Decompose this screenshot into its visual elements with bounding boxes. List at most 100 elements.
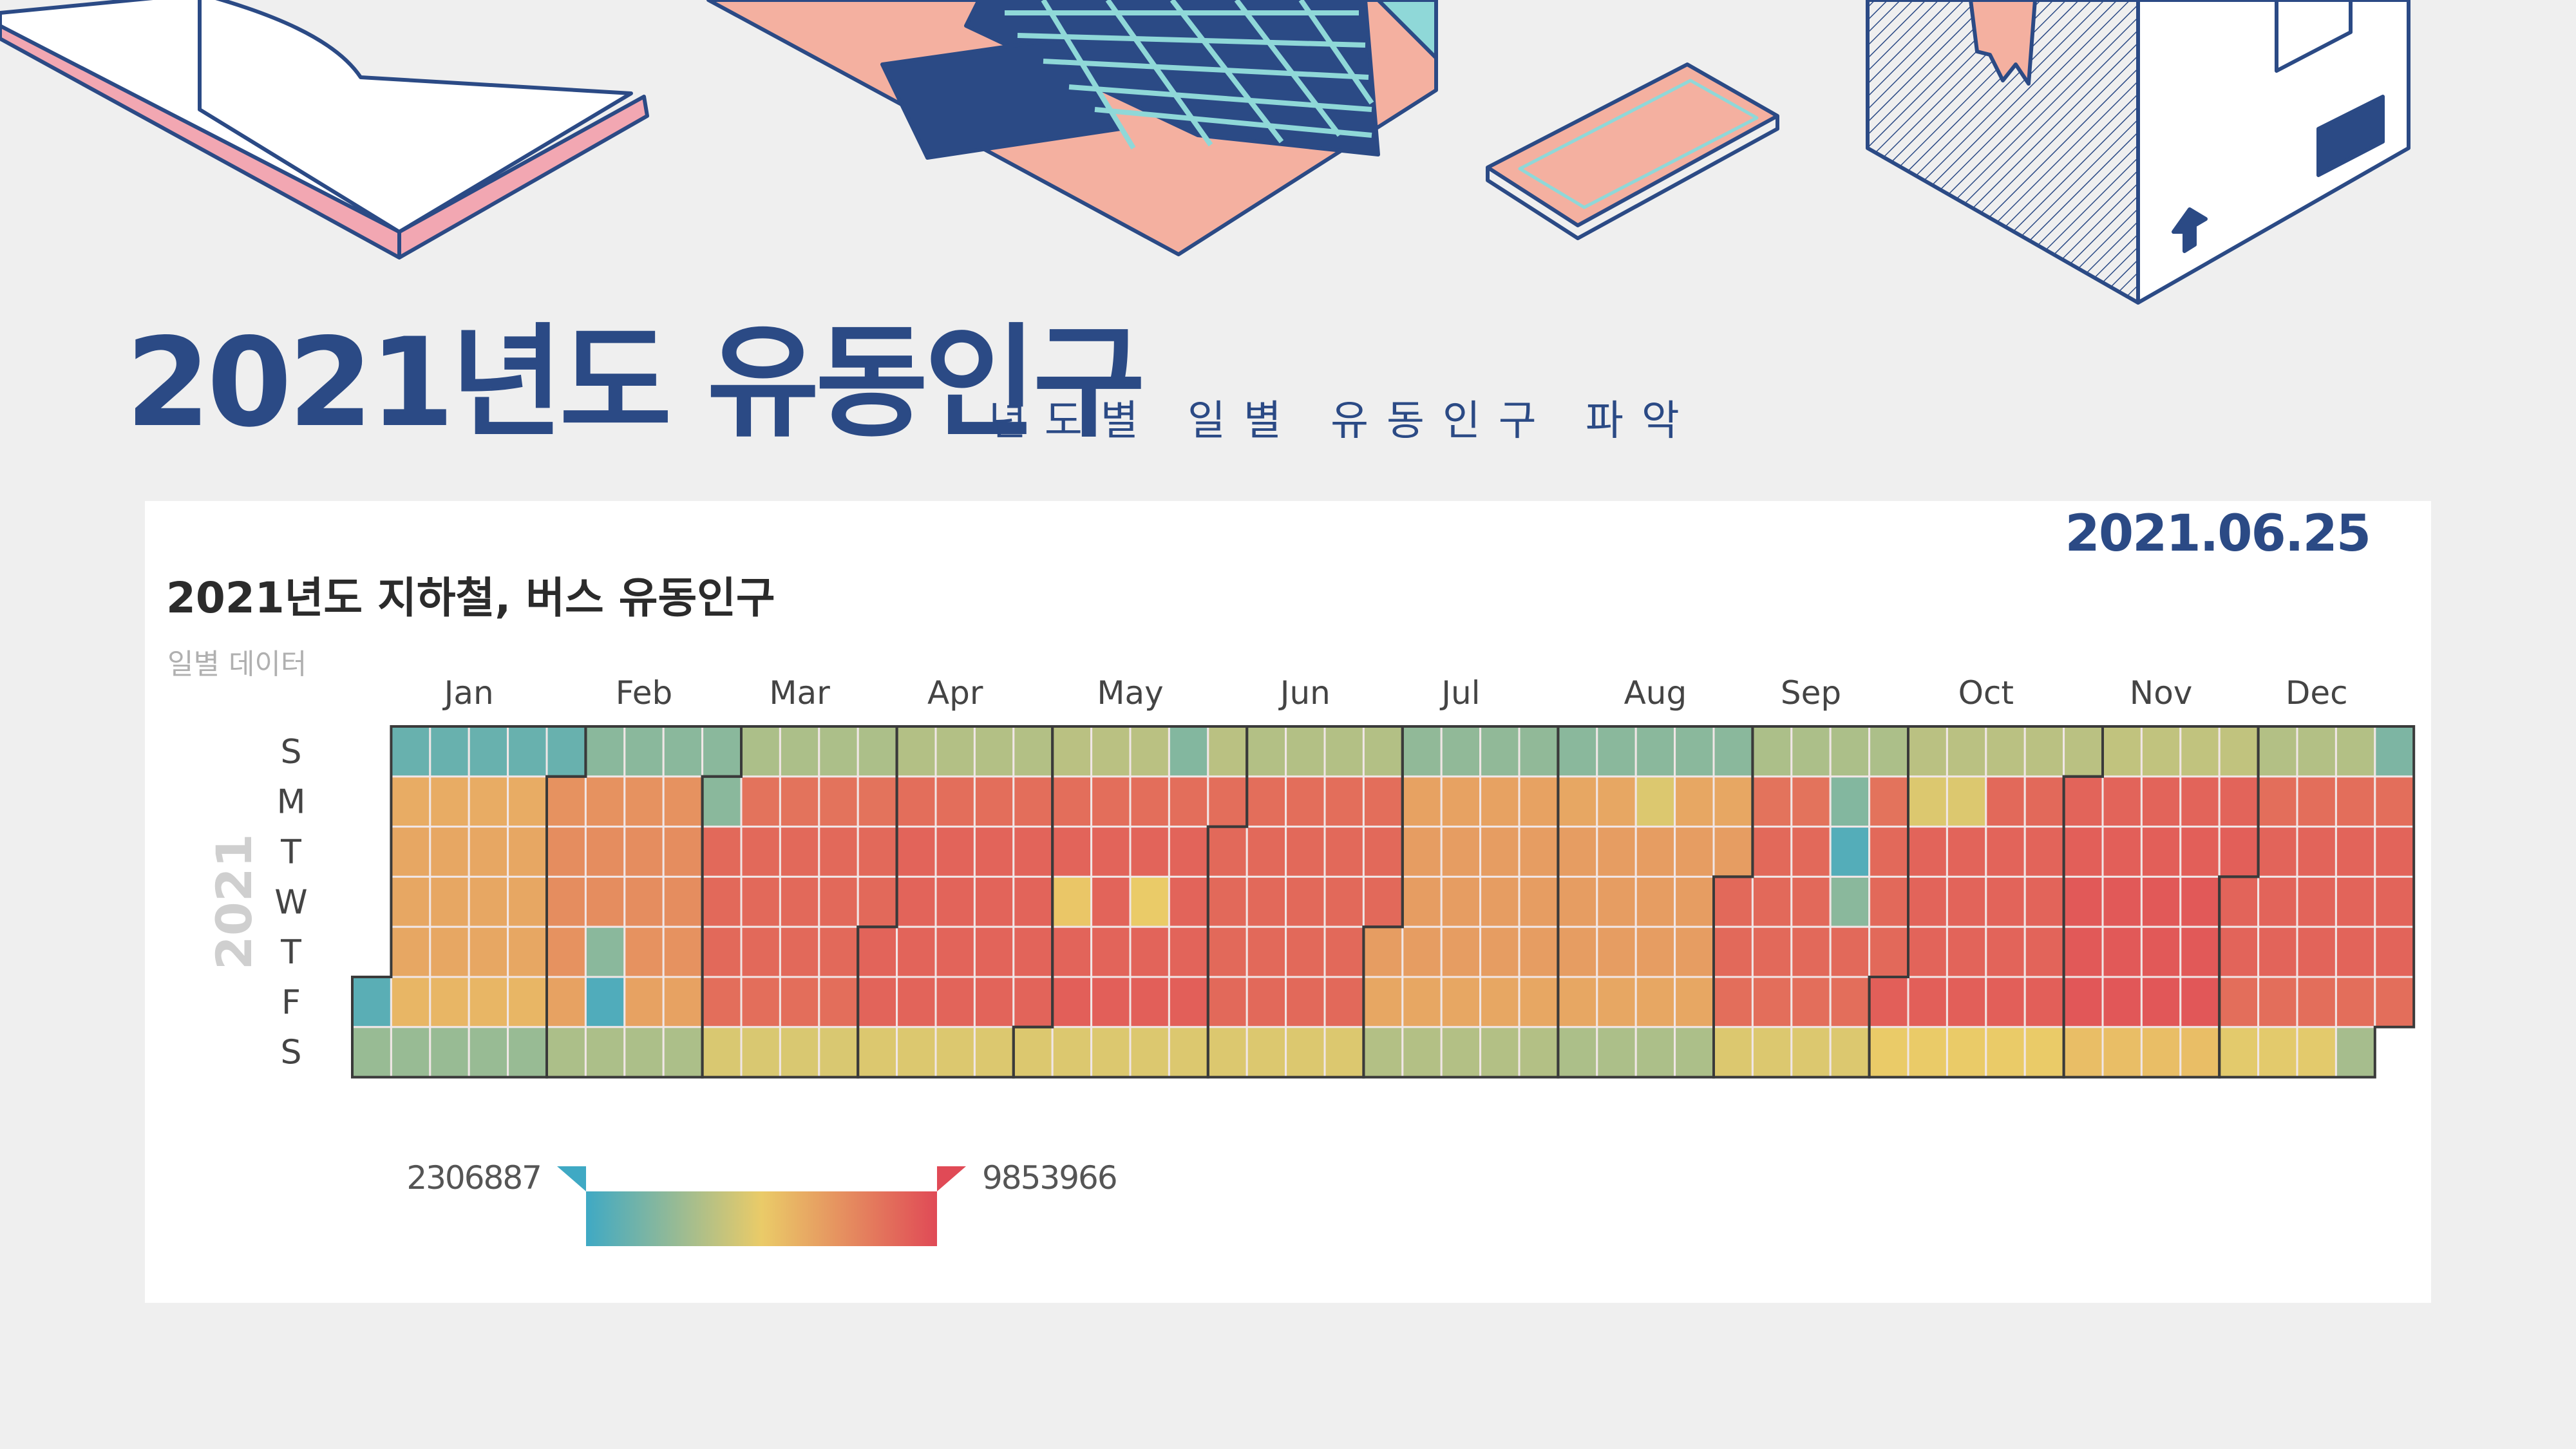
heatmap-cell [779, 976, 820, 1028]
heatmap-cell [1907, 875, 1948, 928]
heatmap-cell [1596, 775, 1637, 828]
heatmap-cell [584, 725, 626, 778]
heatmap-cell [1401, 725, 1443, 778]
heatmap-cell [1985, 775, 2026, 828]
legend-min-marker [557, 1166, 586, 1191]
heatmap-cell [1946, 875, 1987, 928]
heatmap-cell [1751, 925, 1793, 978]
heatmap-cell [1479, 925, 1520, 978]
heatmap-cell [2374, 976, 2415, 1028]
heatmap-cell [1479, 725, 1520, 778]
heatmap-cell [2257, 725, 2298, 778]
heatmap-cell [623, 725, 665, 778]
heatmap-cell [1129, 826, 1170, 878]
heatmap-cell [545, 925, 587, 978]
heatmap-cell [662, 1026, 704, 1079]
heatmap-cell [896, 775, 937, 828]
heatmap-cell [1634, 826, 1676, 878]
heatmap-cell [662, 775, 704, 828]
heatmap-cell [934, 725, 976, 778]
heatmap-cell [818, 1026, 859, 1079]
heatmap-cell [2063, 1026, 2104, 1079]
heatmap-cell [429, 976, 470, 1028]
heatmap-cell [1790, 875, 1832, 928]
weekday-label: T [280, 833, 301, 872]
heatmap-cell [1518, 775, 1559, 828]
heatmap-cell [1168, 826, 1209, 878]
heatmap-cell [1907, 925, 1948, 978]
open-book-icon [0, 0, 649, 260]
heatmap-cell [1829, 826, 1871, 878]
heatmap-cell [1285, 925, 1326, 978]
heatmap-cell [1245, 1026, 1287, 1079]
heatmap-cell [1634, 775, 1676, 828]
heatmap-cell [2140, 725, 2182, 778]
heatmap-cell [1790, 925, 1832, 978]
weekday-label: T [280, 933, 301, 972]
heatmap-cell [1712, 775, 1754, 828]
heatmap-cell [390, 826, 431, 878]
heatmap-cell [1285, 826, 1326, 878]
heatmap-cell [1012, 875, 1054, 928]
page-title: 2021년도 유동인구 [126, 312, 1146, 454]
heatmap-cell [779, 775, 820, 828]
heatmap-cell [1401, 875, 1443, 928]
heatmap-cell [429, 1026, 470, 1079]
heatmap-cell [1674, 976, 1715, 1028]
heatmap-cell [1401, 976, 1443, 1028]
heatmap-cell [1557, 925, 1598, 978]
heatmap-cell [1518, 1026, 1559, 1079]
heatmap-cell [1245, 775, 1287, 828]
heatmap-cell [1401, 925, 1443, 978]
heatmap-cell [2140, 1026, 2182, 1079]
heatmap-cell [1090, 925, 1132, 978]
heatmap-cell [2296, 775, 2337, 828]
month-label: Mar [769, 674, 830, 712]
heatmap-cell [1051, 775, 1093, 828]
heatmap-cell [1012, 976, 1054, 1028]
month-label: Apr [927, 674, 983, 712]
heatmap-cell [1829, 1026, 1871, 1079]
heatmap-cell [934, 875, 976, 928]
month-label: Jan [442, 674, 494, 712]
heatmap-cell [429, 925, 470, 978]
heatmap-cell [1751, 875, 1793, 928]
chart-subtitle: 일별 데이터 [167, 648, 307, 681]
heatmap-cell [2063, 925, 2104, 978]
heatmap-cell [1285, 775, 1326, 828]
heatmap-cell [701, 826, 743, 878]
heatmap-cell [1129, 775, 1170, 828]
heatmap-cell [2218, 725, 2260, 778]
heatmap-cell [390, 925, 431, 978]
heatmap-cell [1051, 1026, 1093, 1079]
heatmap-cell [351, 1026, 392, 1079]
heatmap-cell [507, 875, 548, 928]
heatmap-cell [1790, 1026, 1832, 1079]
heatmap-cell [2257, 826, 2298, 878]
heatmap-cell [1557, 725, 1598, 778]
heatmap-cell [818, 976, 859, 1028]
heatmap-cell [973, 925, 1015, 978]
heatmap-cell [896, 826, 937, 878]
heatmap-cell [740, 976, 781, 1028]
heatmap-cell [1207, 826, 1248, 878]
heatmap-cell [1712, 725, 1754, 778]
heatmap-cell [429, 725, 470, 778]
heatmap-cell [1207, 725, 1248, 778]
weekday-label: M [277, 783, 306, 822]
heatmap-cell [1440, 775, 1482, 828]
heatmap-cell [1285, 976, 1326, 1028]
heatmap-cell [584, 925, 626, 978]
heatmap-cell [468, 925, 509, 978]
heatmap-cell [2101, 875, 2143, 928]
heatmap-cell [1362, 725, 1404, 778]
heatmap-cell [857, 976, 898, 1028]
heatmap-cell [1557, 775, 1598, 828]
heatmap-cell [1012, 826, 1054, 878]
heatmap-cell [623, 1026, 665, 1079]
decor-illustrations [0, 0, 2410, 305]
heatmap-cell [1401, 1026, 1443, 1079]
heatmap-cell [1829, 725, 1871, 778]
heatmap-cell [1090, 1026, 1132, 1079]
heatmap-cell [740, 875, 781, 928]
